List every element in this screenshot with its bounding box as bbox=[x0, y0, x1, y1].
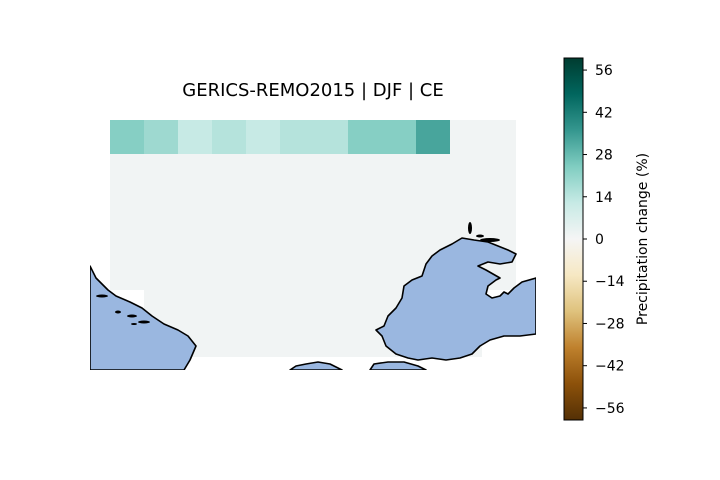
colorbar-label: Precipitation change (%) bbox=[635, 153, 651, 325]
map-axes bbox=[90, 120, 536, 370]
colorbar-tick-label: 14 bbox=[595, 190, 613, 206]
colorbar-tick-label: −28 bbox=[595, 316, 625, 332]
grid-cell bbox=[450, 120, 484, 154]
grid-cell bbox=[416, 120, 450, 154]
grid-cell bbox=[212, 120, 246, 154]
colorbar-tick-label: 28 bbox=[595, 148, 613, 164]
land-west bbox=[90, 265, 197, 370]
grid-cell bbox=[382, 120, 416, 154]
land-masses bbox=[90, 237, 536, 370]
colorbar-tick-label: −42 bbox=[595, 359, 625, 375]
grid-cell bbox=[178, 120, 212, 154]
map-title: GERICS-REMO2015 | DJF | CE bbox=[182, 80, 444, 101]
colorbar-tick-label: 56 bbox=[595, 63, 613, 79]
coastline-details bbox=[96, 222, 500, 325]
colorbar: 56 42 28 14 0 −14 −28 −42 −56 Precipitation chan… bbox=[563, 57, 651, 421]
grid-cell-background bbox=[110, 154, 516, 222]
grid-cell bbox=[348, 120, 382, 154]
land-south-2 bbox=[369, 361, 427, 370]
colorbar-tick-label: −56 bbox=[595, 401, 625, 417]
colorbar-tick-label: −14 bbox=[595, 274, 625, 290]
colorbar-ticks: 56 42 28 14 0 −14 −28 −42 −56 bbox=[583, 63, 625, 417]
grid-cell bbox=[110, 120, 144, 154]
grid-cell bbox=[314, 120, 348, 154]
colorbar-tick-label: 42 bbox=[595, 105, 613, 121]
colorbar-tick-label: 0 bbox=[595, 232, 604, 248]
grid-cell bbox=[246, 120, 280, 154]
land-black-sea bbox=[375, 237, 536, 361]
grid-cell bbox=[280, 120, 314, 154]
colorbar-bar bbox=[563, 57, 584, 421]
grid-cell bbox=[144, 120, 178, 154]
land-south-1 bbox=[289, 361, 343, 370]
grid-cell bbox=[484, 120, 516, 154]
